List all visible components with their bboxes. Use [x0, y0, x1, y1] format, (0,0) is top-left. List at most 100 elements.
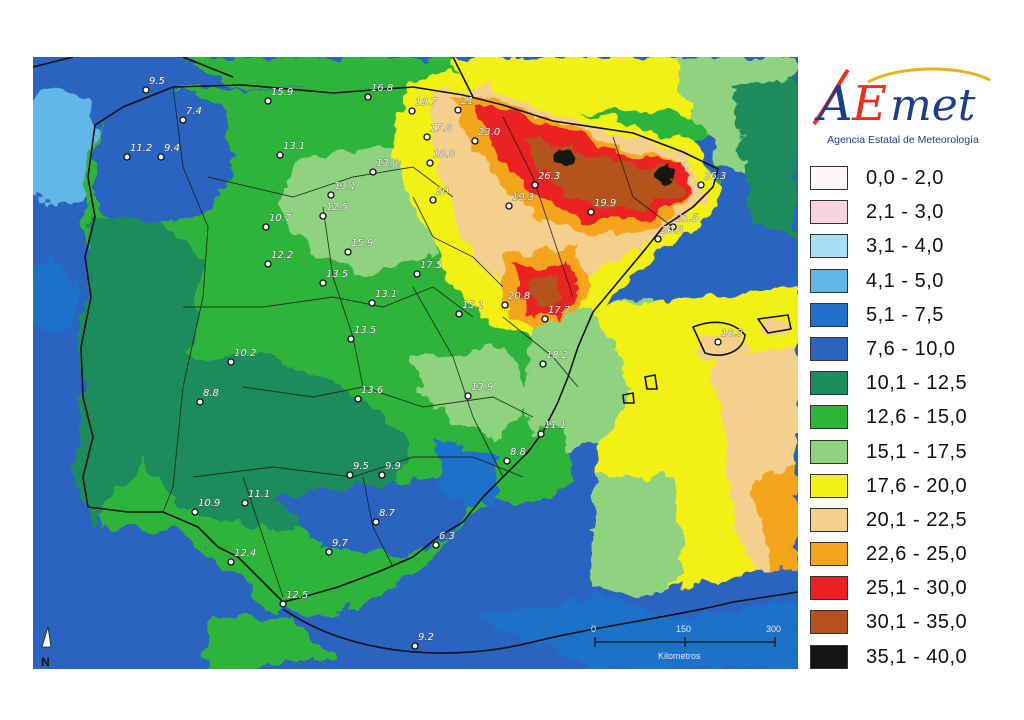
station-label: 17.8 — [430, 123, 452, 134]
station-label: 11.1 — [544, 420, 566, 431]
region-borders — [162, 86, 674, 598]
station-dot — [539, 360, 547, 368]
legend-item: 20,1 - 22,5 — [810, 505, 1010, 539]
aemet-logo: A E met — [808, 62, 998, 154]
station-dot — [262, 223, 270, 231]
station-marker: 11.2 — [123, 143, 153, 161]
station-dot — [654, 235, 662, 243]
station-marker: 9.4 — [157, 143, 180, 161]
station-dot — [455, 310, 463, 318]
station-label: 11.1 — [248, 489, 270, 500]
legend-label: 22,6 - 25,0 — [866, 543, 968, 566]
station-marker: 10.2 — [227, 348, 257, 366]
station-label: 13.6 — [376, 158, 398, 169]
station-dot — [426, 159, 434, 167]
station-dot — [276, 151, 284, 159]
legend-label: 7,6 - 10,0 — [866, 337, 956, 360]
station-marker: 7.4 — [179, 106, 202, 124]
legend: 0,0 - 2,0 2,1 - 3,0 3,1 - 4,0 4,1 - 5,0 5,1 … — [810, 163, 1010, 676]
station-marker: 12.4 — [227, 548, 257, 566]
station-label: 13.1 — [283, 141, 305, 152]
legend-swatch — [810, 200, 848, 225]
station-label: 9.5 — [353, 461, 369, 472]
station-marker: 19.7 — [408, 97, 438, 115]
station-dot — [429, 196, 437, 204]
station-dot — [319, 212, 327, 220]
legend-swatch — [810, 371, 848, 396]
legend-swatch — [810, 610, 848, 635]
legend-item: 15,1 - 17,5 — [810, 437, 1010, 471]
legend-item: 7,6 - 10,0 — [810, 334, 1010, 368]
station-label: 15.9 — [271, 87, 293, 98]
station-dot — [454, 106, 462, 114]
legend-item: 4,1 - 5,0 — [810, 266, 1010, 300]
scale-unit: Kilometros — [658, 651, 701, 661]
station-label: 17.5 — [420, 260, 442, 271]
station-marker: 18.3 — [714, 328, 744, 346]
station-marker: 17.8 — [423, 123, 453, 141]
station-dot — [537, 430, 545, 438]
legend-item: 0,0 - 2,0 — [810, 163, 1010, 197]
station-marker: 19.3 — [505, 192, 535, 210]
legend-label: 5,1 - 7,5 — [866, 303, 944, 326]
station-dot — [264, 97, 272, 105]
logo-letter-e: E — [851, 76, 887, 132]
station-label: 10.9 — [198, 498, 220, 509]
station-dot — [347, 335, 355, 343]
station-dot — [344, 248, 352, 256]
station-dot — [319, 279, 327, 287]
station-marker: 6.3 — [432, 531, 455, 549]
station-label: 19.7 — [415, 97, 438, 108]
station-label: 9.2 — [418, 632, 434, 643]
station-marker: 9.2 — [411, 632, 434, 650]
station-dot — [241, 499, 249, 507]
station-label: 20.5 — [661, 225, 683, 236]
station-dot — [364, 93, 372, 101]
station-label: 6.3 — [439, 531, 455, 542]
station-marker: 18.8 — [426, 149, 456, 167]
legend-label: 12,6 - 15,0 — [866, 406, 968, 429]
legend-label: 0,0 - 2,0 — [866, 167, 944, 189]
legend-label: 20,1 - 22,5 — [866, 508, 968, 531]
station-marker: 9.5 — [346, 461, 369, 479]
legend-swatch — [810, 644, 848, 669]
station-marker: 10.9 — [191, 498, 221, 516]
station-marker: 11.1 — [537, 420, 567, 438]
temperature-fields — [33, 57, 798, 669]
station-label: 26.3 — [704, 171, 726, 182]
station-dot — [369, 168, 377, 176]
temperature-map: 9.5 7.4 11.2 9.4 15.9 13.1 16.8 19.7 21 17.8 23.0 1… — [33, 57, 798, 669]
station-marker: 16.8 — [364, 83, 394, 101]
legend-label: 3,1 - 4,0 — [866, 235, 944, 258]
station-label: 12.5 — [286, 590, 308, 601]
station-marker: 12.5 — [319, 202, 349, 220]
station-label: 12.4 — [234, 548, 256, 559]
legend-swatch — [810, 234, 848, 259]
station-dot — [505, 202, 513, 210]
station-label: 13.5 — [326, 269, 348, 280]
station-label: 15.1 — [462, 300, 484, 311]
station-label: 19.3 — [512, 192, 534, 203]
station-dot — [227, 558, 235, 566]
legend-swatch — [810, 473, 848, 498]
legend-item: 25,1 - 30,0 — [810, 573, 1010, 607]
legend-swatch — [810, 166, 848, 190]
station-label: 13.5 — [354, 325, 376, 336]
legend-swatch — [810, 336, 848, 361]
legend-label: 10,1 - 12,5 — [866, 372, 968, 395]
station-label: 26.3 — [538, 171, 560, 182]
legend-swatch — [810, 576, 848, 601]
station-marker: 23.0 — [471, 127, 501, 145]
station-label: 18.3 — [721, 328, 743, 339]
scale-tick-300: 300 — [766, 624, 781, 634]
station-marker: 17.5 — [413, 260, 443, 278]
station-dot — [587, 208, 595, 216]
station-marker: 13.6 — [354, 385, 384, 403]
scale-bar: 0 150 300 Kilometros — [591, 624, 781, 661]
legend-label: 4,1 - 5,0 — [866, 269, 944, 292]
legend-swatch — [810, 268, 848, 293]
station-label: 8.8 — [510, 447, 526, 458]
station-label: 13.9 — [471, 382, 493, 393]
legend-item: 3,1 - 4,0 — [810, 231, 1010, 265]
station-dot — [531, 181, 539, 189]
